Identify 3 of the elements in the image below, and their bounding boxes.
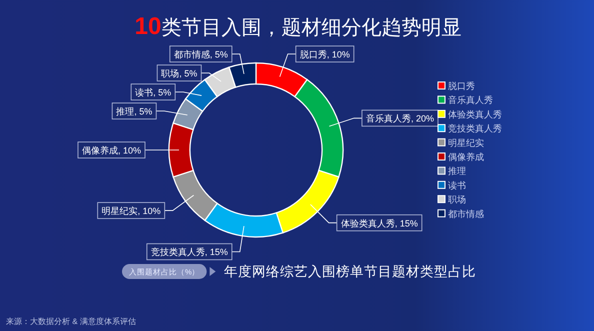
subtitle: 年度网络综艺入围榜单节目题材类型占比 bbox=[224, 264, 476, 279]
title: 10类节目入围，题材细分化趋势明显 bbox=[134, 13, 462, 40]
source: 来源：大数据分析 & 满意度体系评估 bbox=[6, 317, 136, 326]
